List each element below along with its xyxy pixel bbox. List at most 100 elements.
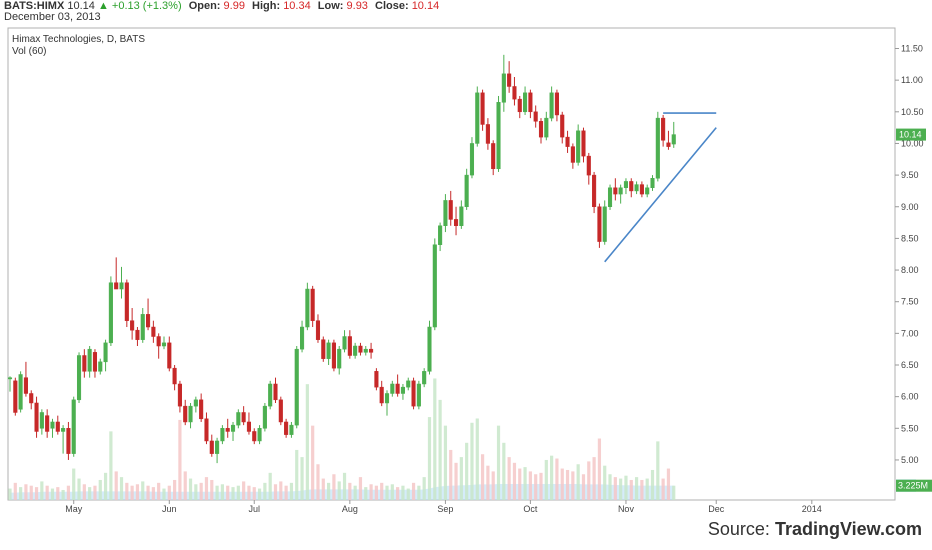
volume-bar[interactable] [427,417,432,500]
volume-bar[interactable] [528,471,532,500]
candle[interactable] [114,282,119,290]
volume-bar[interactable] [226,485,230,500]
candle[interactable] [459,206,464,226]
candle[interactable] [422,371,427,385]
volume-bar[interactable] [411,482,416,500]
volume-bar[interactable] [119,477,124,500]
candle[interactable] [167,342,172,369]
volume-bar[interactable] [348,482,352,500]
candle[interactable] [146,314,151,328]
candle[interactable] [634,184,639,192]
candle[interactable] [570,146,575,163]
candle[interactable] [326,342,331,359]
candle[interactable] [241,412,246,423]
candle[interactable] [353,345,358,356]
candle[interactable] [512,86,517,100]
volume-bar[interactable] [173,479,177,500]
volume-bar[interactable] [385,485,389,500]
candle[interactable] [76,355,82,401]
candle[interactable] [395,383,400,394]
candle[interactable] [342,336,347,350]
volume-bar[interactable] [242,481,246,500]
candle[interactable] [374,371,379,388]
volume-bar[interactable] [98,479,102,500]
volume-bar[interactable] [157,482,161,500]
volume-bar[interactable] [337,481,341,500]
volume-bar[interactable] [332,474,336,500]
volume-bar[interactable] [650,469,655,500]
volume-bar[interactable] [103,472,108,500]
candle[interactable] [103,342,108,363]
volume-bar[interactable] [571,471,575,500]
candle[interactable] [581,130,586,157]
volume-bar[interactable] [109,431,113,500]
candle[interactable] [597,206,602,242]
candle[interactable] [453,219,459,226]
candle[interactable] [135,329,140,340]
volume-bar[interactable] [135,484,140,500]
candle[interactable] [252,431,257,442]
volume-bar[interactable] [162,488,166,500]
volume-bar[interactable] [465,442,469,500]
candle[interactable] [172,367,177,385]
volume-bar[interactable] [449,449,453,500]
volume-bar[interactable] [19,487,23,500]
candle[interactable] [66,428,71,454]
volume-bar[interactable] [321,478,325,500]
volume-bar[interactable] [77,478,81,500]
volume-bar[interactable] [656,441,660,500]
volume-bar[interactable] [518,468,522,500]
volume-bar[interactable] [88,487,92,500]
candle[interactable] [119,282,124,290]
volume-bar[interactable] [433,378,437,500]
candle[interactable] [300,326,305,350]
candle[interactable] [7,377,13,380]
volume-bar[interactable] [629,479,633,500]
candle[interactable] [629,181,634,192]
candle[interactable] [565,136,570,147]
candle[interactable] [268,383,273,407]
candle[interactable] [416,383,421,407]
candle[interactable] [347,336,352,356]
candle[interactable] [108,282,113,344]
volume-bar[interactable] [443,425,448,500]
candle[interactable] [61,428,66,432]
candle[interactable] [82,355,87,372]
volume-bar[interactable] [358,477,363,500]
volume-bar[interactable] [502,442,506,500]
candle[interactable] [655,117,660,179]
candle[interactable] [432,244,437,328]
volume-bar[interactable] [284,485,288,500]
volume-bar[interactable] [311,425,315,500]
volume-bar[interactable] [491,471,495,500]
volume-bar[interactable] [114,471,118,500]
volume-bar[interactable] [550,455,554,500]
candle[interactable] [592,174,597,208]
candle[interactable] [639,184,644,195]
candle[interactable] [586,155,591,176]
volume-bar[interactable] [204,477,209,500]
candle[interactable] [427,326,432,372]
candle[interactable] [246,421,251,432]
candle[interactable] [496,102,501,170]
candle[interactable] [183,405,188,423]
volume-bar[interactable] [257,488,262,500]
candle[interactable] [204,418,209,442]
volume-bar[interactable] [167,485,171,500]
volume-bar[interactable] [369,484,373,500]
volume-bar[interactable] [380,482,384,500]
candle[interactable] [666,142,671,147]
candle[interactable] [124,282,129,321]
volume-bar[interactable] [634,477,639,500]
candle[interactable] [39,412,44,429]
candle[interactable] [507,73,512,87]
volume-bar[interactable] [231,487,235,500]
candle[interactable] [236,412,241,426]
candle[interactable] [310,288,315,321]
candle[interactable] [443,200,448,226]
volume-bar[interactable] [672,485,676,500]
volume-bar[interactable] [146,485,150,500]
volume-bar[interactable] [210,479,214,500]
candle[interactable] [485,124,490,144]
candle[interactable] [199,399,204,420]
